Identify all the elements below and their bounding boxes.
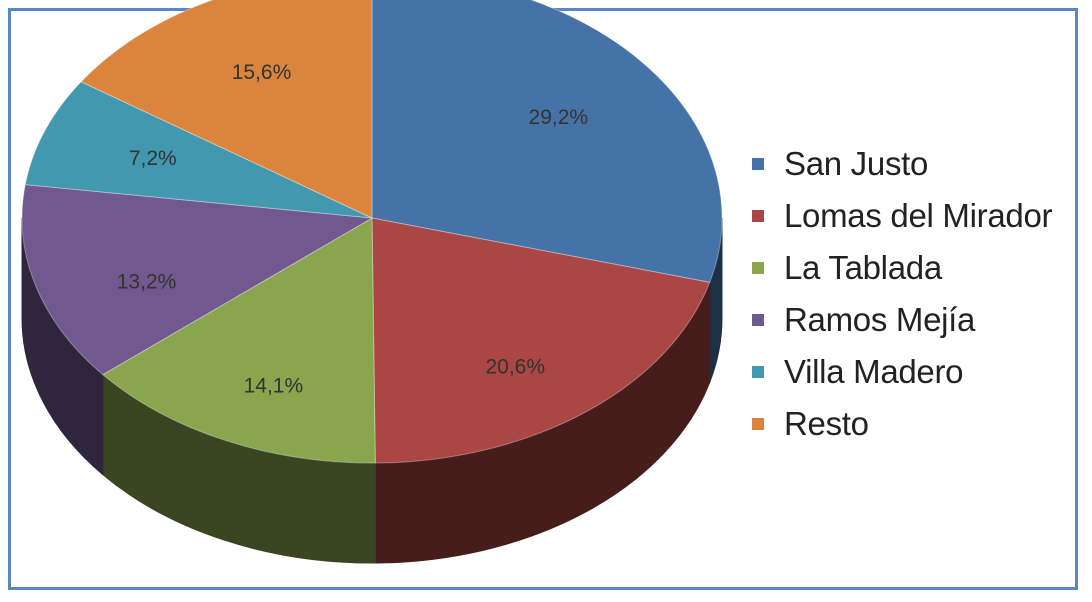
pie-label-2: 14,1% [244, 374, 304, 397]
pie-slice-5 [80, 0, 373, 219]
legend-label: La Tablada [784, 249, 942, 286]
pie-label-1: 20,6% [485, 356, 545, 379]
legend-label: Villa Madero [784, 353, 964, 390]
legend-swatch [752, 366, 764, 378]
legend: San Justo Lomas del Mirador La Tablada Ramo… [752, 138, 1052, 450]
legend-item-4: Villa Madero [752, 346, 1052, 398]
pie-label-0: 29,2% [529, 106, 589, 129]
legend-swatch [752, 314, 764, 326]
legend-item-2: La Tablada [752, 242, 1052, 294]
pie-label-3: 13,2% [117, 271, 177, 294]
legend-swatch [752, 262, 764, 274]
legend-item-0: San Justo [752, 138, 1052, 190]
pie-labels: 29,2% 20,6% 14,1% 13,2% 7,2% 15,6% [117, 61, 588, 398]
legend-label: Ramos Mejía [784, 301, 976, 338]
legend-label: Lomas del Mirador [784, 197, 1053, 234]
legend-swatch [752, 158, 764, 170]
pie-label-5: 15,6% [232, 61, 292, 84]
legend-label: San Justo [784, 145, 929, 182]
pie-tops [21, 0, 723, 464]
pie-slice-1 [371, 217, 711, 464]
legend-item-1: Lomas del Mirador [752, 190, 1052, 242]
legend-label: Resto [784, 405, 869, 442]
pie-slice-0 [371, 0, 723, 283]
legend-swatch [752, 210, 764, 222]
pie-slice-4 [24, 81, 373, 219]
legend-item-5: Resto [752, 398, 1052, 450]
legend-swatch [752, 418, 764, 430]
pie-label-4: 7,2% [129, 147, 177, 170]
pie-slice-2 [101, 217, 376, 464]
pie-slice-3 [21, 184, 374, 376]
legend-item-3: Ramos Mejía [752, 294, 1052, 346]
